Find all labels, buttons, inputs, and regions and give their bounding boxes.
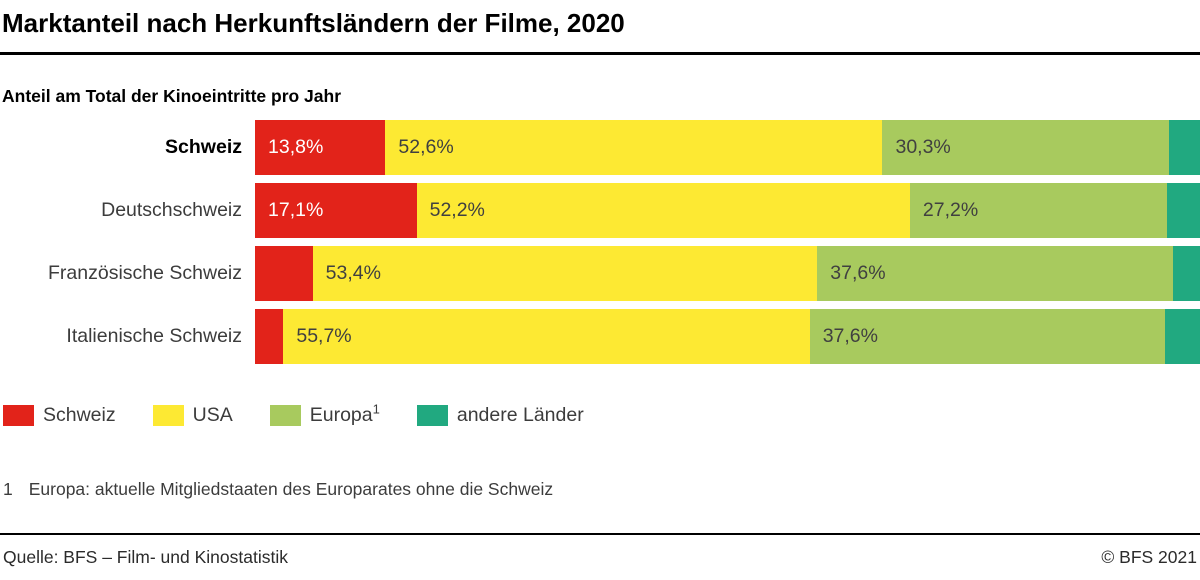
stacked-bar: 13,8% 52,6% 30,3% [255,119,1200,175]
bar-segment-schweiz [255,245,313,301]
bar-segment-usa: 52,2% [416,182,910,238]
footnote-text: Europa: aktuelle Mitgliedstaaten des Eur… [28,478,554,499]
bar-segment-schweiz: 13,8% [255,119,386,175]
segment-value-label: 55,7% [296,324,352,347]
copyright-text: © BFS 2021 [1101,547,1197,567]
bar-segment-usa: 55,7% [283,308,810,364]
stacked-bar: 53,4% 37,6% [255,245,1200,301]
bar-segment-schweiz: 17,1% [255,182,417,238]
legend-label: andere Länder [456,403,584,426]
bar-segment-usa: 53,4% [312,245,818,301]
segment-value-label: 52,6% [398,135,454,158]
category-label: Französische Schweiz [48,261,242,284]
legend-item-schweiz: Schweiz [3,404,116,427]
bar-segment-europa: 27,2% [909,182,1167,238]
segment-value-label: 17,1% [268,198,324,221]
bar-segment-andere-l-nder [1172,245,1200,301]
legend-swatch [152,404,184,426]
legend-item-andere-l-nder: andere Länder [416,403,584,427]
bar-segment-andere-l-nder [1165,308,1200,364]
footnote: 1 Europa: aktuelle Mitgliedstaaten des Eu… [3,479,1200,500]
chart-row-deutschschweiz: Deutschschweiz 17,1% 52,2% 27,2% [0,182,1200,238]
segment-value-label: 52,2% [429,198,485,221]
bar-segment-europa: 30,3% [882,119,1169,175]
chart-rows: Schweiz 13,8% 52,6% 30,3% Deutschschweiz 17,1… [0,119,1200,364]
legend-swatch [3,404,34,426]
bar-segment-andere-l-nder [1168,119,1200,175]
stacked-bar-chart: Schweiz 13,8% 52,6% 30,3% Deutschschweiz 17,1… [0,119,1200,364]
category-label: Deutschschweiz [101,198,242,221]
source-text: Quelle: BFS – Film- und Kinostatistik [3,547,288,567]
bar-segment-usa: 52,6% [385,119,883,175]
chart-row-franz-sische-schweiz: Französische Schweiz 53,4% 37,6% [0,245,1200,301]
category-label: Italienische Schweiz [66,324,242,347]
bar-segment-schweiz [255,308,284,364]
page-title: Marktanteil nach Herkunftsländern der Fi… [2,8,625,38]
legend-item-usa: USA [152,403,233,427]
footer: Quelle: BFS – Film- und Kinostatistik © … [0,533,1200,580]
stacked-bar: 55,7% 37,6% [255,308,1200,364]
segment-value-label: 13,8% [268,135,324,158]
segment-value-label: 37,6% [822,324,878,347]
legend-swatch [269,404,301,426]
chart-row-schweiz: Schweiz 13,8% 52,6% 30,3% [0,119,1200,175]
legend-label: Schweiz [43,403,116,426]
stacked-bar: 17,1% 52,2% 27,2% [255,182,1200,238]
category-label: Schweiz [165,135,242,158]
bar-segment-andere-l-nder [1166,182,1200,238]
footnote-marker: 1 [3,478,13,499]
legend-item-europa: Europa1 [269,401,380,427]
bar-segment-europa: 37,6% [817,245,1173,301]
legend-label: Europa1 [309,401,380,426]
chart-row-italienische-schweiz: Italienische Schweiz 55,7% 37,6% [0,308,1200,364]
bar-segment-europa: 37,6% [809,308,1166,364]
chart-subtitle: Anteil am Total der Kinoeintritte pro Ja… [2,85,342,106]
legend: Schweiz USA Europa1 andere Länder [3,401,1200,427]
segment-value-label: 27,2% [922,198,979,221]
title-rule [0,51,1200,55]
segment-value-label: 53,4% [325,261,381,284]
segment-value-label: 37,6% [830,261,886,284]
legend-label: USA [192,403,233,426]
legend-swatch [416,404,448,426]
segment-value-label: 30,3% [895,135,951,158]
